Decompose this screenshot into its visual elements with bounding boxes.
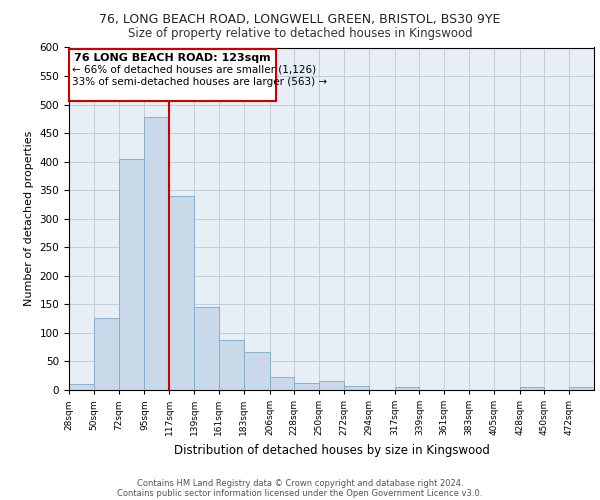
Text: 33% of semi-detached houses are larger (563) →: 33% of semi-detached houses are larger (…: [73, 76, 328, 86]
Bar: [219, 340, 244, 390]
Bar: [194, 307, 219, 390]
Bar: [520, 386, 544, 390]
Bar: [69, 384, 94, 390]
Bar: [319, 382, 344, 390]
Text: Contains public sector information licensed under the Open Government Licence v3: Contains public sector information licen…: [118, 488, 482, 498]
Bar: [395, 387, 419, 390]
Bar: [244, 352, 269, 390]
FancyBboxPatch shape: [69, 49, 276, 100]
Bar: [344, 386, 368, 390]
Y-axis label: Number of detached properties: Number of detached properties: [24, 131, 34, 306]
Bar: [569, 386, 594, 390]
Bar: [145, 117, 169, 390]
Bar: [295, 382, 319, 390]
Text: 76, LONG BEACH ROAD, LONGWELL GREEN, BRISTOL, BS30 9YE: 76, LONG BEACH ROAD, LONGWELL GREEN, BRI…: [100, 12, 500, 26]
Text: ← 66% of detached houses are smaller (1,126): ← 66% of detached houses are smaller (1,…: [73, 64, 317, 74]
Text: Contains HM Land Registry data © Crown copyright and database right 2024.: Contains HM Land Registry data © Crown c…: [137, 478, 463, 488]
Bar: [169, 196, 194, 390]
Text: 76 LONG BEACH ROAD: 123sqm: 76 LONG BEACH ROAD: 123sqm: [74, 52, 271, 62]
Bar: [269, 378, 295, 390]
Text: Size of property relative to detached houses in Kingswood: Size of property relative to detached ho…: [128, 28, 472, 40]
Bar: [94, 318, 119, 390]
Bar: [119, 159, 145, 390]
X-axis label: Distribution of detached houses by size in Kingswood: Distribution of detached houses by size …: [173, 444, 490, 456]
